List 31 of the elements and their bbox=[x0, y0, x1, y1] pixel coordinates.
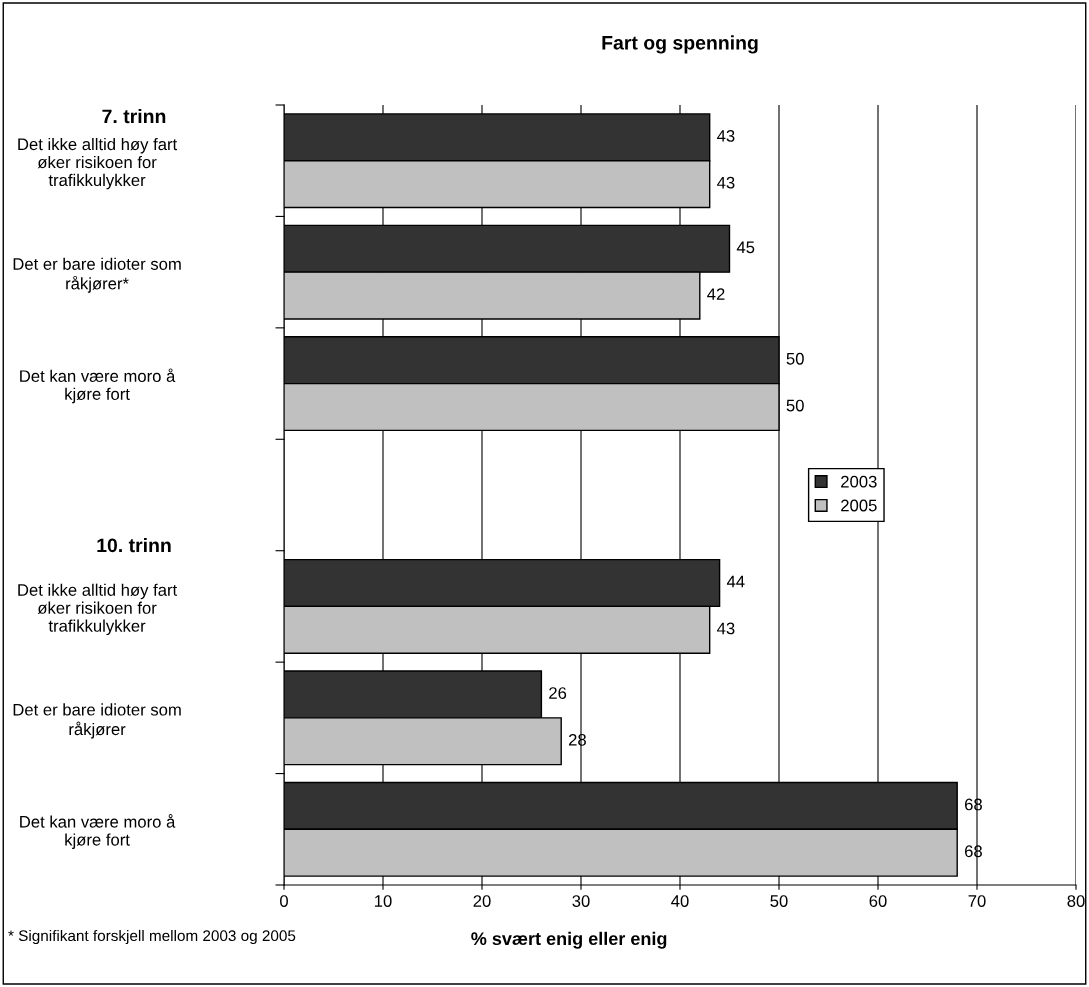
x-tick-label: 70 bbox=[968, 895, 986, 907]
data-label: 26 bbox=[549, 687, 567, 699]
y-tick-label: Det ikke alltid høy fart øker risikoen for trafikkulykker bbox=[18, 137, 178, 190]
x-tick-label: 0 bbox=[280, 895, 288, 907]
x-tick-label: 20 bbox=[473, 895, 491, 907]
data-label: 50 bbox=[786, 399, 804, 412]
chart-title: Fart og spenning bbox=[602, 35, 758, 54]
x-tick-label: 80 bbox=[1067, 895, 1085, 907]
x-axis-title: % svært enig eller enig bbox=[471, 931, 667, 949]
data-label: 50 bbox=[786, 352, 804, 365]
y-tick-label: Det er bare idioter som råkjører* bbox=[13, 257, 181, 293]
data-label: 43 bbox=[717, 129, 735, 142]
x-tick-label: 10 bbox=[375, 895, 392, 907]
text: * Signifikant forskjell mellom 2003 og 2005 bbox=[8, 929, 296, 945]
text: 7. trinn bbox=[102, 108, 166, 124]
text: 10. trinn bbox=[97, 537, 171, 553]
y-tick-label: Det er bare idioter som råkjører bbox=[13, 703, 181, 739]
x-tick-label: 40 bbox=[671, 895, 689, 907]
data-label: 43 bbox=[717, 622, 735, 635]
data-label: 44 bbox=[726, 575, 745, 588]
data-label: 45 bbox=[736, 241, 755, 254]
y-tick-label: Det kan være moro å kjøre fort bbox=[20, 368, 176, 404]
x-tick-label: 30 bbox=[572, 895, 590, 907]
y-tick-label: Det ikke alltid høy fart øker risikoen for trafikkulykker bbox=[18, 583, 178, 636]
data-label: 42 bbox=[707, 288, 725, 300]
legend-label: 2005 bbox=[841, 499, 877, 512]
x-tick-label: 50 bbox=[770, 895, 788, 907]
data-label: 43 bbox=[717, 176, 735, 189]
legend-label: 2003 bbox=[841, 475, 877, 488]
y-tick-label: Det kan være moro å kjøre fort bbox=[20, 814, 176, 849]
x-tick-label: 60 bbox=[869, 895, 887, 907]
